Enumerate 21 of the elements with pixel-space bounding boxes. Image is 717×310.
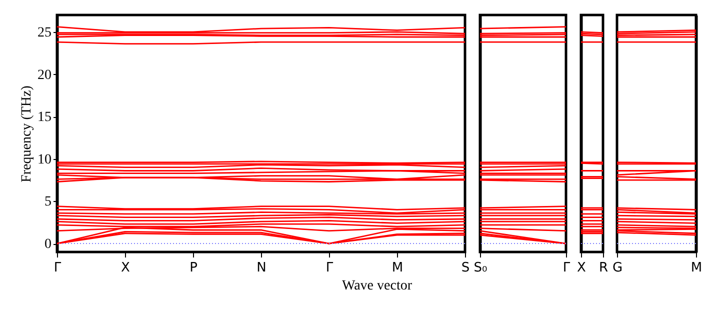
y-axis-title: Frequency (THz) bbox=[20, 85, 34, 182]
x-tick-label: Γ bbox=[54, 260, 62, 276]
x-tick-label: S bbox=[461, 260, 470, 276]
y-tick-label: 10 bbox=[38, 152, 52, 168]
x-tick-label: X bbox=[121, 260, 130, 276]
x-tick-label: G bbox=[612, 260, 623, 276]
x-tick-label: R bbox=[598, 260, 608, 276]
x-tick-label: P bbox=[190, 260, 198, 276]
y-tick-label: 15 bbox=[38, 110, 52, 126]
y-tick-label: 25 bbox=[38, 25, 52, 40]
x-tick-label: M bbox=[690, 260, 702, 276]
x-tick-label: X bbox=[577, 260, 586, 276]
x-tick-label: S₀ bbox=[474, 260, 488, 276]
y-tick-label: 0 bbox=[44, 237, 52, 252]
x-tick-label: N bbox=[256, 260, 266, 276]
x-tick-label: M bbox=[392, 260, 404, 276]
y-tick-label: 5 bbox=[44, 194, 52, 210]
x-axis-title: Wave vector bbox=[342, 278, 412, 294]
x-tick-label: Γ bbox=[326, 260, 334, 276]
y-tick-label: 20 bbox=[38, 68, 52, 83]
x-tick-label: Γ bbox=[562, 260, 571, 276]
